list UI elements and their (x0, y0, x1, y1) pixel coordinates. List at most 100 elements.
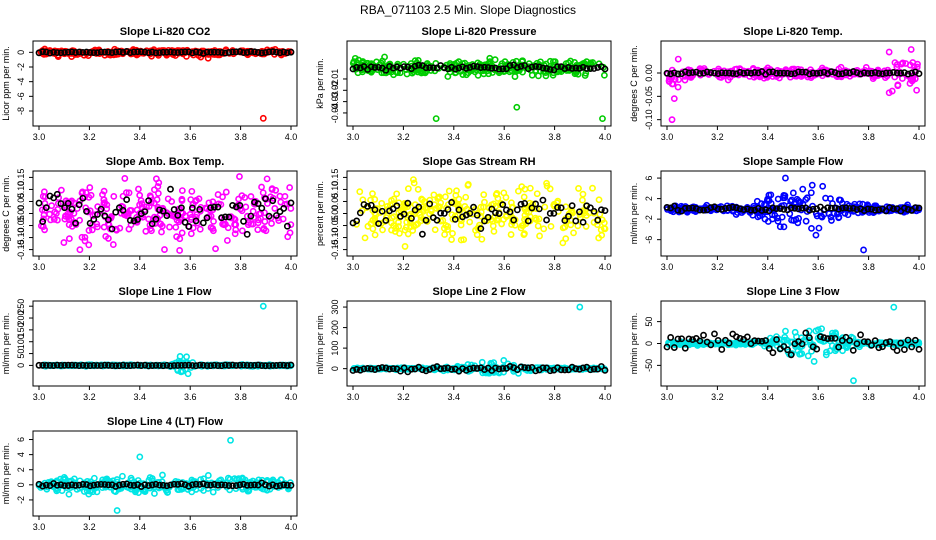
data-point (364, 202, 372, 210)
data-point (823, 348, 830, 356)
data-point (351, 54, 359, 62)
data-point (272, 482, 280, 490)
x-tick-label: 4.0 (913, 132, 926, 142)
x-tick-label: 4.0 (599, 392, 612, 402)
y-axis-label: ml/min per min. (629, 183, 639, 245)
y-tick-label: 250 (16, 299, 26, 314)
data-point (68, 205, 76, 213)
y-tick-label: 0.10 (16, 181, 26, 199)
y-tick-label: 300 (330, 300, 340, 315)
data-point (178, 480, 185, 488)
data-point (415, 61, 423, 69)
data-point (163, 212, 171, 220)
data-point (914, 60, 921, 68)
data-point (743, 69, 751, 77)
data-point (126, 49, 134, 57)
data-point (119, 480, 127, 488)
data-point (185, 48, 193, 56)
data-point (541, 203, 549, 211)
data-point (261, 218, 269, 225)
panel-title: Slope Li-820 CO2 (120, 26, 210, 38)
data-point (495, 65, 503, 73)
data-point (269, 362, 277, 369)
data-point (831, 204, 839, 212)
data-point (218, 362, 226, 370)
data-point (499, 365, 507, 372)
data-point (275, 217, 283, 224)
data-point (812, 231, 820, 239)
data-point (232, 362, 240, 369)
data-point (495, 210, 503, 217)
data-point (429, 64, 437, 72)
panels-group: Slope Li-820 CO2 Licor ppm per min. 3.0 3.2… (1, 26, 926, 532)
data-point (223, 237, 231, 244)
data-point (39, 218, 47, 226)
data-point (156, 206, 163, 214)
data-point (543, 179, 550, 187)
data-point (199, 480, 207, 488)
data-point (431, 226, 439, 234)
data-point (232, 226, 240, 234)
data-point (156, 49, 163, 56)
data-point (448, 199, 456, 206)
y-tick-label: -0.05 (330, 215, 340, 236)
x-tick-label: 3.4 (134, 132, 147, 142)
data-point (433, 216, 441, 224)
data-point (89, 488, 97, 496)
data-point (272, 362, 280, 369)
data-point (774, 217, 782, 225)
y-tick-label: -0.02 (330, 80, 340, 101)
data-point (86, 219, 94, 227)
data-point (890, 205, 897, 213)
data-point (72, 219, 79, 227)
data-point (782, 327, 789, 335)
data-point (276, 49, 284, 57)
data-point (258, 362, 266, 369)
data-point (740, 69, 748, 77)
data-point (776, 205, 784, 212)
panel-title: Slope Line 3 Flow (747, 286, 840, 298)
data-point (207, 224, 215, 231)
data-point (583, 65, 591, 72)
figure-title: RBA_071103 2.5 Min. Slope Diagnostics (360, 3, 576, 17)
data-point (422, 216, 430, 224)
data-point (254, 361, 262, 369)
data-point (134, 216, 142, 223)
data-point (754, 337, 762, 345)
data-point (72, 361, 79, 369)
data-point (846, 205, 854, 212)
data-point (557, 366, 565, 374)
data-point (218, 214, 226, 222)
data-point (258, 204, 266, 212)
data-point (853, 206, 861, 214)
data-point (781, 194, 789, 202)
data-point (130, 361, 138, 369)
series-black (349, 61, 609, 74)
data-point (747, 69, 755, 77)
data-point (112, 362, 120, 370)
data-point (269, 48, 277, 56)
data-point (520, 193, 528, 201)
x-tick-label: 3.4 (448, 132, 461, 142)
data-point (422, 367, 430, 375)
data-point (787, 351, 795, 359)
data-point (123, 48, 131, 55)
data-point-outlier (668, 116, 676, 124)
x-tick-label: 3.2 (83, 522, 96, 532)
data-point (167, 185, 174, 193)
data-point (827, 68, 835, 76)
data-point (875, 70, 883, 77)
data-point (101, 48, 109, 56)
panel-title: Slope Amb. Box Temp. (106, 156, 225, 168)
data-point (79, 480, 87, 488)
data-point (287, 361, 295, 369)
data-point (408, 365, 415, 373)
series-black (35, 361, 295, 370)
data-point (367, 196, 374, 204)
data-point (543, 65, 550, 72)
data-point (159, 207, 167, 215)
data-point (429, 364, 437, 372)
data-point (849, 346, 857, 354)
series-black (35, 185, 295, 238)
x-tick-label: 3.0 (33, 132, 46, 142)
